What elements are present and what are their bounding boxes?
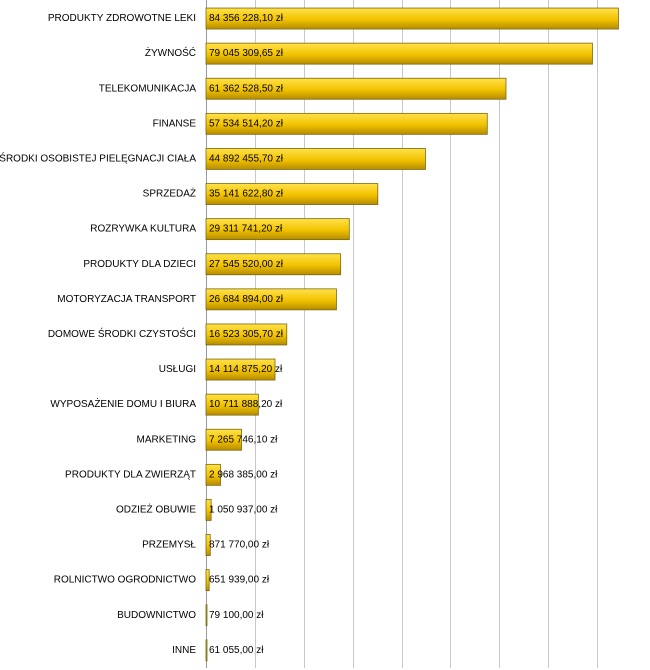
bar: [205, 393, 259, 416]
category-label: ODZIEŻ OBUWIE: [116, 502, 196, 515]
bars: [205, 7, 619, 662]
data-label: 871 770,00 zł: [209, 540, 270, 551]
data-label: 2 968 385,00 zł: [209, 469, 278, 480]
category-label: MOTORYZACJA TRANSPORT: [57, 294, 196, 305]
data-label: 61 362 528,50 zł: [209, 83, 284, 94]
bar: [205, 7, 619, 30]
bar: [205, 569, 210, 592]
data-label: 1 050 937,00 zł: [209, 504, 278, 515]
bar: [205, 534, 211, 556]
category-label: FINANSE: [153, 118, 197, 129]
data-label: 14 114 875,20 zł: [209, 364, 283, 375]
category-label: USŁUGI: [159, 364, 196, 375]
bar: [205, 77, 507, 100]
category-label: PRODUKTY DLA DZIECI: [83, 259, 196, 270]
bar: [205, 112, 488, 135]
category-label: PRZEMYSŁ: [142, 540, 196, 551]
bar: [205, 183, 379, 205]
category-label: WYPOSAŻENIE DOMU I BIURA: [50, 397, 196, 410]
bar: [205, 42, 593, 65]
bar: [205, 639, 208, 662]
bar: [205, 218, 350, 241]
data-label: 79 100,00 zł: [209, 610, 264, 621]
category-label: ROLNICTWO OGRODNICTWO: [54, 575, 196, 586]
data-label: 61 055,00 zł: [209, 645, 264, 656]
bar: [205, 358, 276, 381]
bar: [205, 499, 212, 521]
bar: [205, 428, 242, 451]
category-labels: PRODUKTY ZDROWOTNE LEKI ŻYWNOŚĆ TELEKOMUNI…: [0, 13, 196, 656]
data-label: 44 892 455,70 zł: [209, 153, 284, 164]
category-label: MARKETING: [137, 434, 197, 445]
bar: [205, 288, 337, 311]
data-label: 35 141 622,80 zł: [209, 189, 284, 200]
data-label: 651 939,00 zł: [209, 575, 270, 586]
value-labels: 84 356 228,10 zł 79 045 309,65 zł 61 362 5…: [209, 13, 284, 656]
category-label: BUDOWNICTWO: [117, 610, 196, 621]
data-label: 57 534 514,20 zł: [209, 118, 284, 129]
bar: [205, 604, 208, 627]
category-label: SPRZEDAŻ: [143, 187, 196, 200]
data-label: 10 711 888,20 zł: [209, 399, 283, 410]
category-label: INNE: [172, 645, 196, 656]
bar: [205, 253, 342, 276]
category-label: PRODUKTY DLA ZWIERZĄT: [65, 469, 196, 480]
category-label: ŚRODKI OSOBISTEJ PIELĘGNACJI CIAŁA: [0, 151, 196, 164]
data-label: 7 265 746,10 zł: [209, 434, 278, 445]
category-label: DOMOWE ŚRODKI CZYSTOŚCI: [48, 327, 196, 340]
data-label: 84 356 228,10 zł: [209, 13, 284, 24]
bar: [205, 463, 221, 486]
data-label: 79 045 309,65 zł: [209, 48, 284, 59]
data-label: 29 311 741,20 zł: [209, 224, 283, 235]
data-label: 16 523 305,70 zł: [209, 329, 284, 340]
category-label: PRODUKTY ZDROWOTNE LEKI: [48, 13, 196, 24]
category-label: TELEKOMUNIKACJA: [99, 83, 197, 94]
category-label: ŻYWNOŚĆ: [145, 46, 196, 59]
data-label: 26 684 894,00 zł: [209, 294, 284, 305]
bar: [205, 148, 426, 170]
data-label: 27 545 520,00 zł: [209, 259, 284, 270]
bar: [205, 323, 288, 346]
category-label: ROZRYWKA KULTURA: [90, 224, 196, 235]
